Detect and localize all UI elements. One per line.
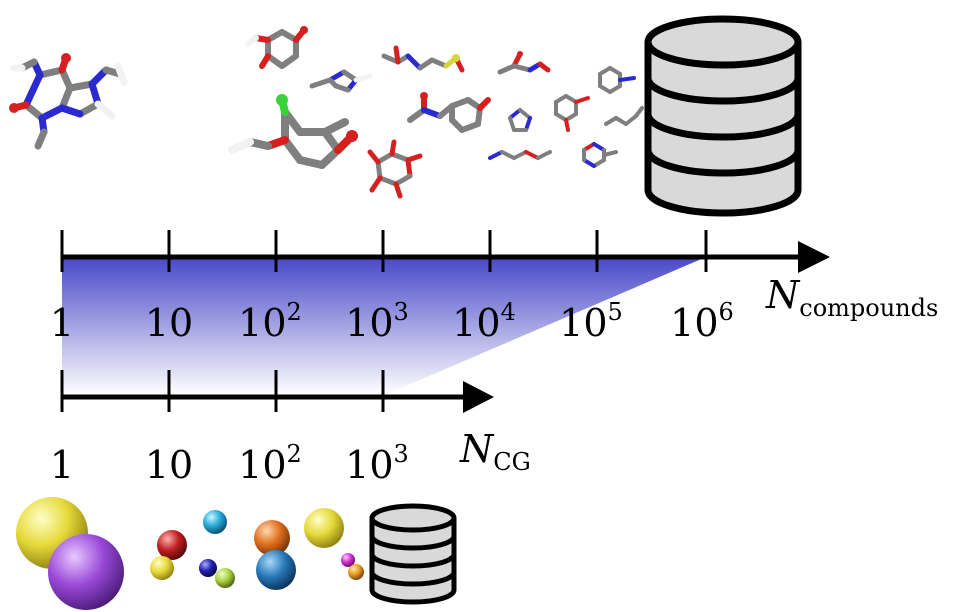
coarse-grained-bead-icon (203, 510, 227, 534)
molecule-icon (598, 66, 636, 94)
molecules (9, 26, 644, 199)
compounds-tick-label: 105 (559, 298, 623, 345)
compounds-tick-label: 102 (238, 298, 302, 345)
coarse-grained-bead-icon (48, 534, 124, 610)
molecule-icon (381, 45, 465, 73)
coarse-grained-bead-icon (256, 550, 296, 590)
molecule-icon (582, 142, 618, 168)
coarse-grained-bead-icon (150, 556, 174, 580)
cg-axis: 1 10 102 103 NCG (50, 370, 531, 487)
molecule-icon (245, 26, 308, 69)
compounds-tick-label: 10 (145, 301, 193, 345)
compounds-tick-label: 1 (50, 301, 74, 345)
cg-tick-label: 10 (145, 443, 193, 487)
coarse-grained-beads (16, 497, 364, 610)
molecule-icon (407, 92, 491, 133)
database-icon (644, 15, 802, 217)
cg-axis-label: NCG (459, 427, 531, 476)
coarse-grained-bead-icon (341, 553, 355, 567)
coverage-gradient-region (62, 257, 706, 395)
coarse-grained-bead-icon (215, 568, 235, 588)
compounds-tick-label: 106 (670, 298, 734, 345)
molecule-icon (228, 94, 358, 169)
cg-tick-label: 103 (345, 440, 409, 487)
cg-axis-arrowhead (463, 381, 494, 413)
compounds-axis-label: Ncompounds (765, 273, 938, 322)
compounds-axis: 1 10 102 103 104 105 106 Ncompounds (50, 230, 938, 345)
molecule-icon (604, 106, 644, 126)
molecule-icon (309, 69, 373, 93)
coarse-grained-bead-icon (304, 508, 344, 548)
cg-tick-label: 102 (238, 440, 302, 487)
molecule-icon (488, 150, 552, 160)
molecule-icon (9, 53, 128, 150)
cg-tick-label: 1 (50, 443, 74, 487)
molecule-icon (508, 108, 532, 132)
coarse-grained-bead-icon (254, 520, 290, 556)
coarse-grained-bead-icon (199, 559, 217, 577)
coarse-grained-bead-icon (348, 564, 364, 580)
molecule-icon (367, 139, 423, 199)
database-icon (369, 503, 457, 605)
molecule-icon (497, 51, 551, 75)
coarse-grained-bead-icon (157, 530, 187, 560)
compounds-tick-label: 104 (452, 298, 516, 345)
compounds-axis-arrowhead (798, 241, 830, 273)
molecule-icon (554, 94, 590, 132)
compounds-tick-label: 103 (345, 298, 409, 345)
